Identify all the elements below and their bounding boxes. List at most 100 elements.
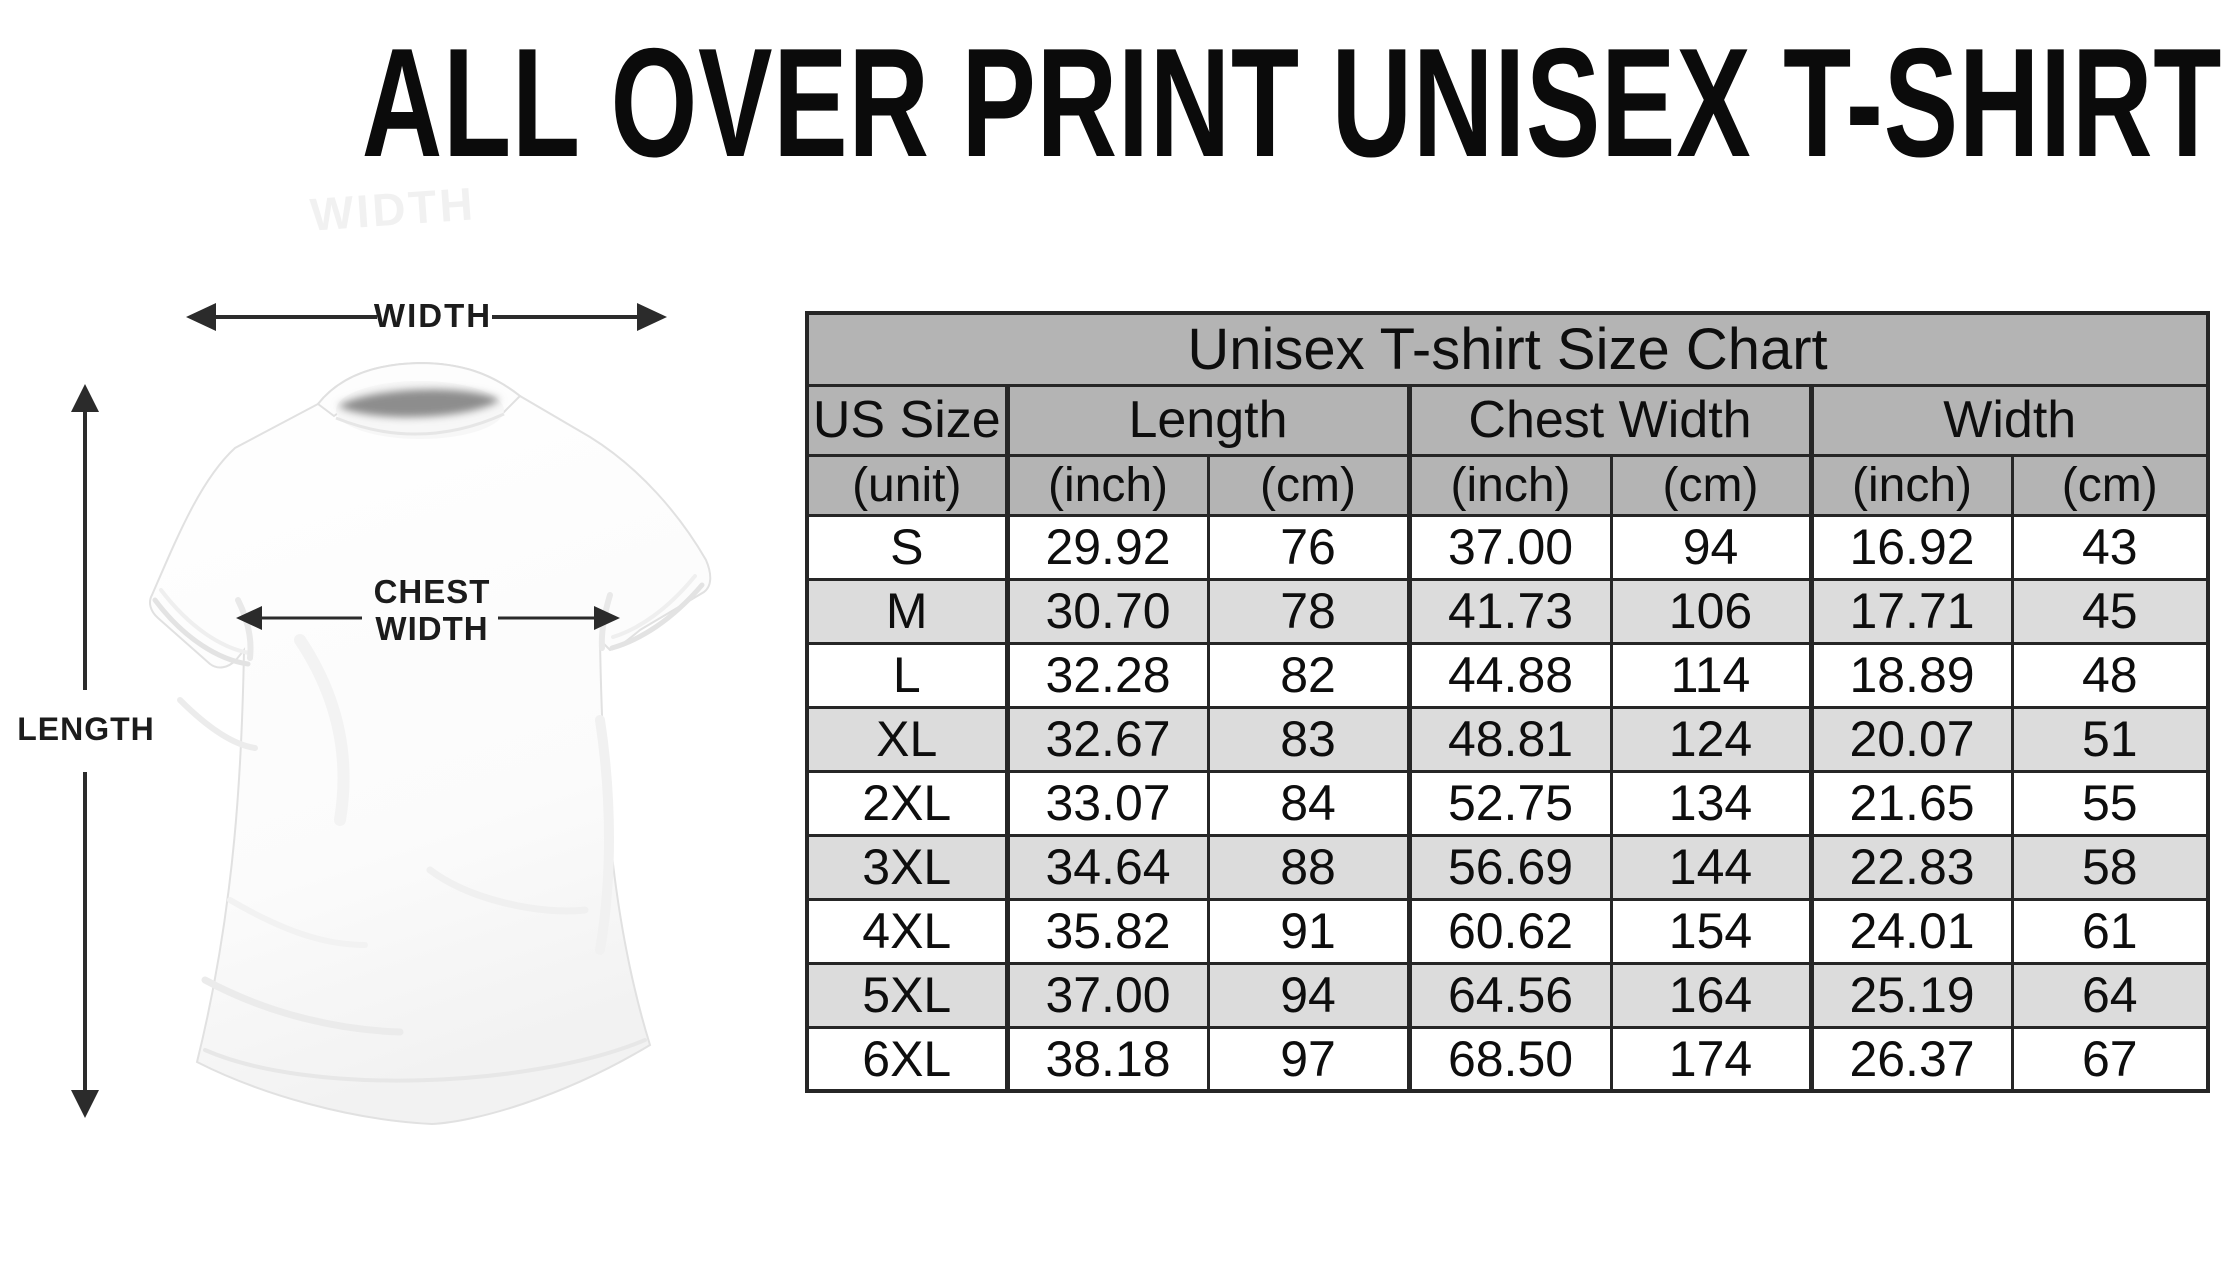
- size-row-5xl: 5XL 37.00 94 64.56 164 25.19 64: [805, 961, 2210, 1029]
- size-cell: L: [805, 641, 1009, 709]
- chest-width-arrow: [236, 606, 620, 630]
- value-cell: 78: [1206, 577, 1411, 645]
- size-row-s: S 29.92 76 37.00 94 16.92 43: [805, 513, 2210, 581]
- value-cell: 43: [2010, 513, 2210, 581]
- value-cell: 22.83: [1808, 833, 2014, 901]
- value-cell: 124: [1609, 705, 1813, 773]
- value-cell: 164: [1609, 961, 1813, 1029]
- value-cell: 83: [1206, 705, 1411, 773]
- size-cell: 4XL: [805, 897, 1009, 965]
- col-header-length: Length: [1004, 383, 1411, 457]
- value-cell: 106: [1609, 577, 1813, 645]
- value-cell: 37.00: [1004, 961, 1210, 1029]
- value-cell: 20.07: [1808, 705, 2014, 773]
- size-row-xl: XL 32.67 83 48.81 124 20.07 51: [805, 705, 2210, 773]
- size-row-4xl: 4XL 35.82 91 60.62 154 24.01 61: [805, 897, 2210, 965]
- value-cell: 17.71: [1808, 577, 2014, 645]
- unit-chest-cm: (cm): [1609, 453, 1813, 517]
- value-cell: 30.70: [1004, 577, 1210, 645]
- value-cell: 61: [2010, 897, 2210, 965]
- value-cell: 58: [2010, 833, 2210, 901]
- page-title-text: ALL OVER PRINT UNISEX T-SHIRT: [361, 16, 2223, 189]
- value-cell: 134: [1609, 769, 1813, 837]
- value-cell: 16.92: [1808, 513, 2014, 581]
- value-cell: 18.89: [1808, 641, 2014, 709]
- value-cell: 52.75: [1406, 769, 1613, 837]
- value-cell: 64.56: [1406, 961, 1613, 1029]
- value-cell: 44.88: [1406, 641, 1613, 709]
- collar: [316, 361, 522, 439]
- value-cell: 144: [1609, 833, 1813, 901]
- col-header-width: Width: [1808, 383, 2210, 457]
- size-cell: S: [805, 513, 1009, 581]
- size-row-l: L 32.28 82 44.88 114 18.89 48: [805, 641, 2210, 709]
- size-row-m: M 30.70 78 41.73 106 17.71 45: [805, 577, 2210, 645]
- unit-width-cm: (cm): [2010, 453, 2210, 517]
- size-chart-title-row: Unisex T-shirt Size Chart: [805, 311, 2210, 387]
- value-cell: 48: [2010, 641, 2210, 709]
- value-cell: 94: [1206, 961, 1411, 1029]
- value-cell: 64: [2010, 961, 2210, 1029]
- size-cell: 2XL: [805, 769, 1009, 837]
- size-chart-header-row: US Size Length Chest Width Width: [805, 383, 2210, 457]
- value-cell: 88: [1206, 833, 1411, 901]
- value-cell: 32.28: [1004, 641, 1210, 709]
- chest-width-dimension-label: CHEST WIDTH: [374, 573, 491, 647]
- size-chart-title: Unisex T-shirt Size Chart: [805, 311, 2210, 387]
- col-header-us-size: US Size: [805, 383, 1009, 457]
- tshirt-graphic: [149, 361, 712, 1126]
- width-dimension-label: WIDTH: [373, 297, 493, 334]
- value-cell: 91: [1206, 897, 1411, 965]
- value-cell: 34.64: [1004, 833, 1210, 901]
- page-title: ALL OVER PRINT UNISEX T-SHIRT: [0, 16, 2230, 189]
- chest-width-label-line2: WIDTH: [375, 610, 489, 647]
- size-chart-unit-row: (unit) (inch) (cm) (inch) (cm) (inch) (c…: [805, 453, 2210, 517]
- value-cell: 60.62: [1406, 897, 1613, 965]
- value-cell: 24.01: [1808, 897, 2014, 965]
- unit-label: (unit): [805, 453, 1009, 517]
- size-chart-table: Unisex T-shirt Size Chart US Size Length…: [805, 311, 2210, 1093]
- size-cell: XL: [805, 705, 1009, 773]
- unit-chest-inch: (inch): [1406, 453, 1613, 517]
- value-cell: 84: [1206, 769, 1411, 837]
- value-cell: 82: [1206, 641, 1411, 709]
- value-cell: 35.82: [1004, 897, 1210, 965]
- width-arrow: [186, 303, 667, 331]
- tshirt-body: [149, 361, 712, 1126]
- tshirt-diagram: [71, 303, 712, 1126]
- dimension-arrows: [71, 303, 667, 1118]
- col-header-chest-width: Chest Width: [1406, 383, 1813, 457]
- unit-width-inch: (inch): [1808, 453, 2014, 517]
- length-arrow: [71, 384, 99, 1118]
- value-cell: 33.07: [1004, 769, 1210, 837]
- length-dimension-label: LENGTH: [17, 711, 155, 747]
- value-cell: 29.92: [1004, 513, 1210, 581]
- value-cell: 114: [1609, 641, 1813, 709]
- fabric-wrinkles: [177, 634, 647, 1083]
- value-cell: 25.19: [1808, 961, 2014, 1029]
- value-cell: 67: [2010, 1025, 2210, 1093]
- value-cell: 21.65: [1808, 769, 2014, 837]
- size-cell: 6XL: [805, 1025, 1009, 1093]
- size-cell: M: [805, 577, 1009, 645]
- size-row-6xl: 6XL 38.18 97 68.50 174 26.37 67: [805, 1025, 2210, 1093]
- value-cell: 97: [1206, 1025, 1411, 1093]
- size-row-2xl: 2XL 33.07 84 52.75 134 21.65 55: [805, 769, 2210, 837]
- value-cell: 51: [2010, 705, 2210, 773]
- value-cell: 41.73: [1406, 577, 1613, 645]
- unit-length-cm: (cm): [1206, 453, 1411, 517]
- value-cell: 45: [2010, 577, 2210, 645]
- value-cell: 94: [1609, 513, 1813, 581]
- size-row-3xl: 3XL 34.64 88 56.69 144 22.83 58: [805, 833, 2210, 901]
- value-cell: 56.69: [1406, 833, 1613, 901]
- chest-width-label-line1: CHEST: [373, 573, 491, 610]
- size-cell: 5XL: [805, 961, 1009, 1029]
- value-cell: 48.81: [1406, 705, 1613, 773]
- value-cell: 76: [1206, 513, 1411, 581]
- size-cell: 3XL: [805, 833, 1009, 901]
- value-cell: 55: [2010, 769, 2210, 837]
- value-cell: 68.50: [1406, 1025, 1613, 1093]
- value-cell: 154: [1609, 897, 1813, 965]
- unit-length-inch: (inch): [1004, 453, 1210, 517]
- value-cell: 32.67: [1004, 705, 1210, 773]
